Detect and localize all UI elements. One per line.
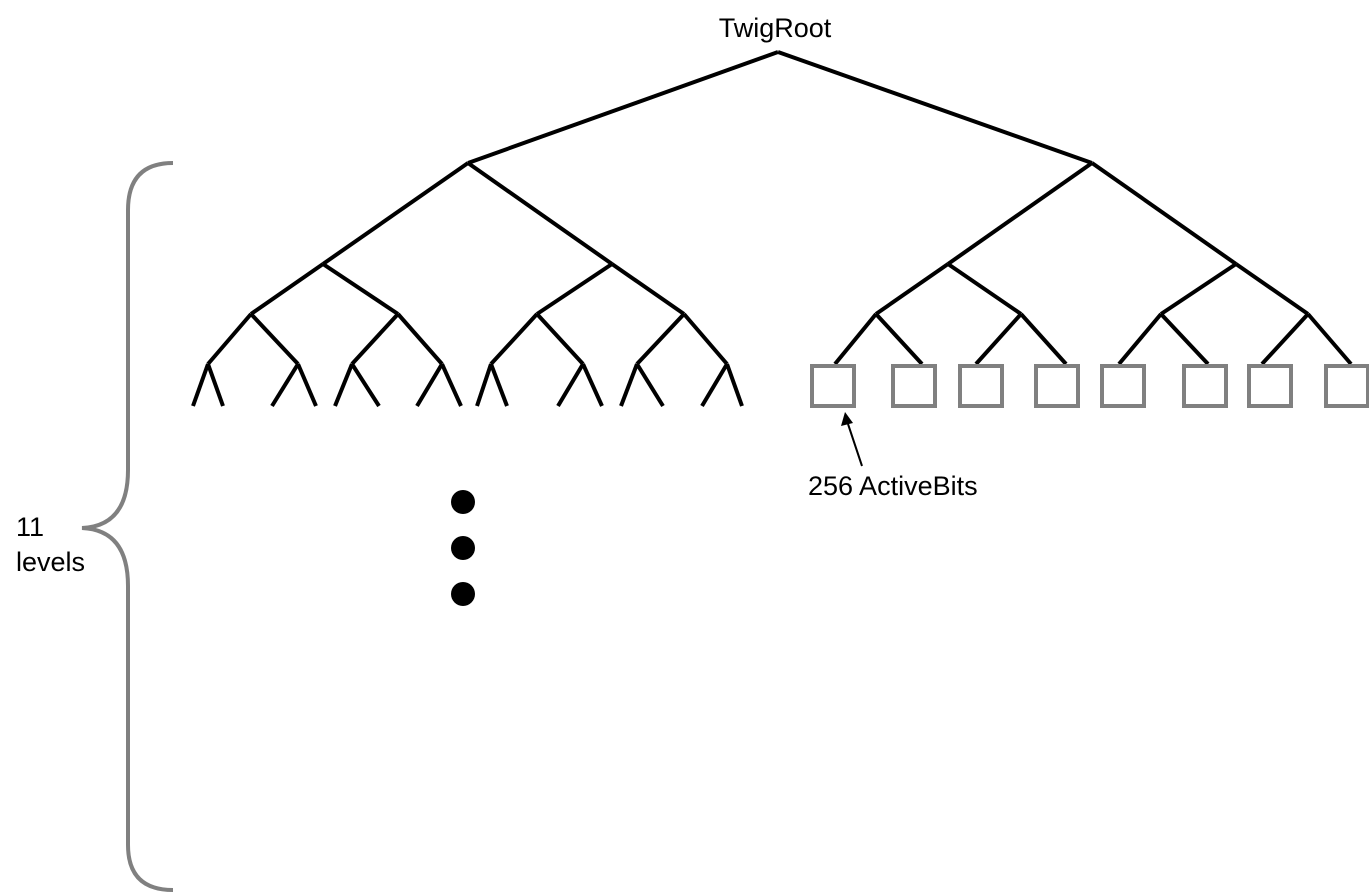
tree-edge-leaf bbox=[350, 362, 381, 408]
tree-edge bbox=[610, 262, 686, 316]
tree-edge bbox=[1159, 312, 1210, 366]
tree-edge-leaf bbox=[581, 363, 604, 407]
tree-edge bbox=[321, 262, 400, 316]
active-bit-box bbox=[958, 364, 1004, 408]
active-bit-boxes bbox=[810, 364, 1369, 408]
tree-edge bbox=[535, 312, 585, 366]
active-bit-box bbox=[1247, 364, 1293, 408]
tree-edge bbox=[1019, 312, 1068, 366]
tree-edge-leaf bbox=[489, 363, 509, 407]
levels-label-word: levels bbox=[16, 547, 85, 577]
tree-edge bbox=[535, 262, 614, 316]
tree-edge-leaf bbox=[206, 363, 225, 407]
tree-edge bbox=[946, 161, 1094, 266]
tree-edge bbox=[682, 312, 729, 366]
active-bit-box bbox=[1034, 364, 1080, 408]
levels-brace bbox=[81, 161, 174, 892]
tree-edge bbox=[1117, 312, 1163, 366]
tree-edge-leaf bbox=[333, 363, 354, 407]
tree-edge-leaf bbox=[700, 362, 729, 408]
tree-edge bbox=[1234, 262, 1310, 316]
tree-edge bbox=[350, 312, 400, 366]
tree-edge bbox=[946, 262, 1023, 316]
leaf-annotation-arrow bbox=[841, 412, 863, 467]
tree-edges bbox=[191, 50, 1353, 408]
tree-edge bbox=[1260, 312, 1310, 366]
tree-edge bbox=[1306, 312, 1353, 366]
active-bit-box bbox=[1324, 364, 1369, 408]
tree-edge-leaf bbox=[475, 363, 493, 407]
tree-edge-leaf bbox=[556, 362, 585, 408]
active-bit-box bbox=[810, 364, 856, 408]
tree-edge bbox=[833, 312, 878, 366]
tree-edge-leaf bbox=[415, 362, 444, 408]
tree-edge bbox=[489, 312, 539, 366]
tree-edge-leaf bbox=[440, 363, 463, 407]
tree-edge-leaf bbox=[191, 363, 210, 407]
active-bit-box bbox=[1182, 364, 1228, 408]
tree-edge bbox=[466, 161, 614, 266]
tree-edge bbox=[1090, 161, 1238, 266]
tree-edge bbox=[396, 312, 444, 366]
active-bit-box bbox=[1100, 364, 1146, 408]
tree-edge-leaf bbox=[725, 363, 744, 407]
levels-label-count: 11 bbox=[16, 512, 44, 542]
root-label: TwigRoot bbox=[719, 13, 832, 43]
tree-edge bbox=[874, 262, 950, 316]
tree-edge bbox=[974, 312, 1023, 366]
tree-edge-leaf bbox=[619, 363, 639, 407]
ellipsis-icon bbox=[451, 490, 475, 606]
tree-edge bbox=[635, 312, 686, 366]
tree-edge bbox=[777, 50, 1093, 165]
tree-edge bbox=[249, 262, 325, 316]
tree-edge bbox=[874, 312, 924, 366]
tree-edge-leaf bbox=[296, 363, 318, 407]
tree-edge bbox=[321, 161, 470, 266]
leaf-label: 256 ActiveBits bbox=[808, 471, 978, 501]
tree-edge bbox=[467, 50, 779, 165]
tree-edge bbox=[1159, 262, 1238, 316]
tree-edge-leaf bbox=[270, 362, 300, 408]
tree-edge bbox=[249, 312, 300, 366]
tree-edge-leaf bbox=[635, 362, 665, 408]
active-bit-box bbox=[891, 364, 937, 408]
tree-edge bbox=[206, 312, 253, 366]
